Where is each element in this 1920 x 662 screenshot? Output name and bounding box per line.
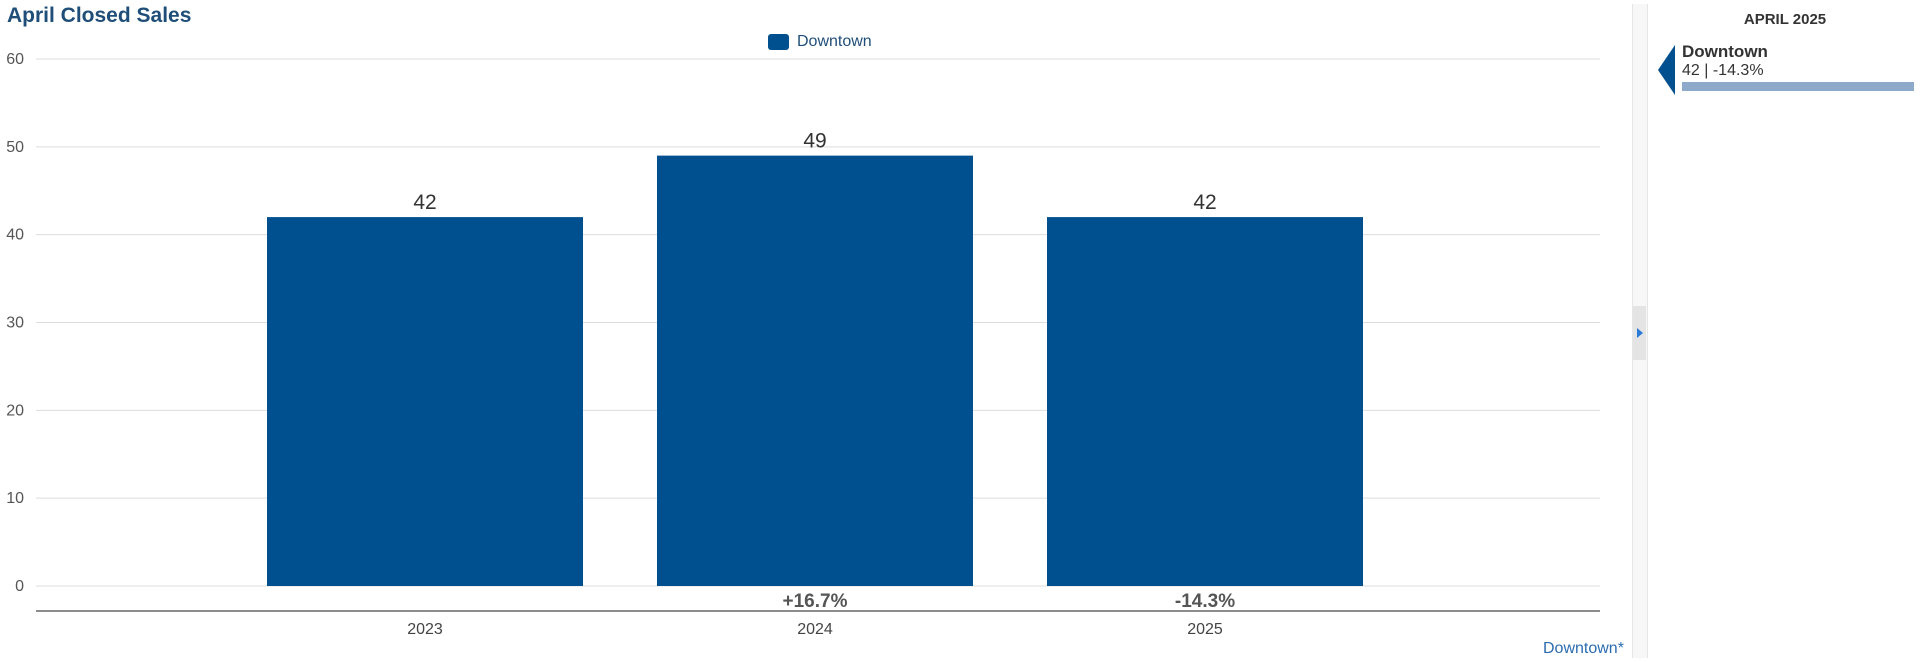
side-item-name: Downtown <box>1682 42 1768 61</box>
data-label: 42 <box>1193 191 1216 214</box>
x-axis: 2023 2024 2025 <box>36 610 1600 638</box>
side-item-bar <box>1682 82 1914 91</box>
panel-toggle-button[interactable] <box>1633 306 1646 360</box>
side-item-value: 42 | -14.3% <box>1682 62 1764 79</box>
side-panel: APRIL 2025 Downtown 42 | -14.3% <box>1650 0 1920 662</box>
y-axis-ticks: 0 10 20 30 40 50 60 <box>6 51 24 595</box>
y-tick-label: 30 <box>6 315 24 332</box>
chevron-right-icon <box>1636 328 1643 338</box>
y-tick-label: 20 <box>6 402 24 419</box>
bar[interactable] <box>267 217 583 586</box>
y-tick-label: 50 <box>6 139 24 156</box>
x-tick-label: 2024 <box>797 621 833 638</box>
y-tick-label: 0 <box>15 578 24 595</box>
pointer-left-icon <box>1658 45 1675 95</box>
x-tick-label: 2025 <box>1187 621 1223 638</box>
footnote-link[interactable]: Downtown* <box>1543 640 1624 657</box>
chart-title: April Closed Sales <box>7 4 192 27</box>
legend-label: Downtown <box>797 33 872 50</box>
y-tick-label: 60 <box>6 51 24 68</box>
bar[interactable] <box>1047 217 1363 586</box>
side-panel-title: APRIL 2025 <box>1743 11 1827 28</box>
data-labels: 42 49 +16.7% 42 -14.3% <box>413 130 1235 612</box>
y-tick-label: 40 <box>6 227 24 244</box>
legend-swatch <box>768 34 789 50</box>
legend[interactable]: Downtown <box>768 33 872 51</box>
y-tick-label: 10 <box>6 490 24 507</box>
data-label: 49 <box>803 130 826 153</box>
change-label: +16.7% <box>783 591 848 612</box>
bars <box>267 155 1363 586</box>
side-panel-item[interactable]: Downtown 42 | -14.3% <box>1658 42 1920 98</box>
change-label: -14.3% <box>1175 591 1235 612</box>
x-tick-label: 2023 <box>407 621 443 638</box>
bar[interactable] <box>657 155 973 586</box>
data-label: 42 <box>413 191 436 214</box>
